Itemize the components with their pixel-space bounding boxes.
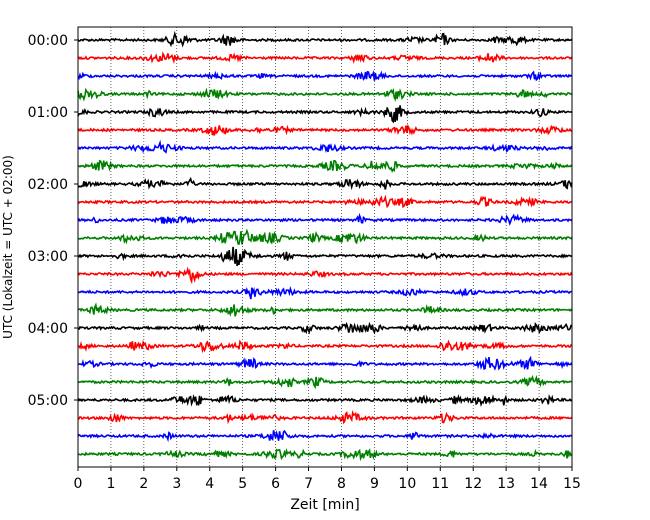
trace-line	[78, 409, 573, 425]
grid-lines	[110, 27, 540, 467]
trace-line	[77, 228, 573, 245]
x-tick-label: 2	[139, 476, 148, 492]
trace-line	[77, 159, 573, 173]
trace-line	[77, 429, 573, 443]
x-tick-label: 8	[337, 476, 346, 492]
y-tick-label: 03:00	[28, 249, 68, 265]
trace-line	[77, 448, 573, 462]
trace-line	[77, 266, 573, 285]
trace-line	[78, 339, 573, 354]
trace-line	[77, 105, 573, 124]
x-tick-label: 6	[271, 476, 280, 492]
x-axis-label: Zeit [min]	[290, 497, 359, 513]
trace-line	[77, 374, 573, 390]
y-tick-label: 00:00	[28, 33, 68, 49]
y-axis-label: UTC (Lokalzeit = UTC + 02:00)	[1, 155, 15, 339]
trace-group	[77, 30, 573, 462]
trace-line	[78, 302, 573, 317]
x-tick-label: 10	[398, 476, 416, 492]
x-tick-label: 14	[530, 476, 548, 492]
x-tick-label: 13	[497, 476, 515, 492]
trace-line	[77, 246, 573, 267]
trace-line	[77, 285, 573, 300]
y-tick-label: 04:00	[28, 321, 68, 337]
x-tick-label: 0	[74, 476, 83, 492]
trace-line	[77, 212, 573, 227]
trace-line	[77, 139, 573, 154]
x-tick-label: 12	[464, 476, 482, 492]
x-tick-label: 7	[304, 476, 313, 492]
trace-line	[77, 394, 573, 407]
trace-line	[77, 87, 573, 102]
trace-line	[77, 30, 573, 48]
trace-line	[77, 176, 573, 191]
y-tick-label: 05:00	[28, 393, 68, 409]
plot-frame	[77, 26, 573, 468]
trace-line	[77, 194, 573, 209]
y-tick-label: 02:00	[28, 177, 68, 193]
trace-line	[77, 321, 573, 335]
trace-line	[77, 355, 573, 371]
x-tick-label: 3	[172, 476, 181, 492]
y-tick-label: 01:00	[28, 105, 68, 121]
x-tick-label: 5	[238, 476, 247, 492]
x-tick-label: 1	[106, 476, 115, 492]
trace-line	[77, 70, 573, 82]
x-axis: 0 1 2 3 4 5 6 7 8 9 10 11 12 13 14 15	[74, 467, 581, 492]
x-tick-label: 4	[205, 476, 214, 492]
trace-line	[77, 123, 572, 136]
x-tick-label: 15	[563, 476, 581, 492]
trace-line	[77, 51, 573, 65]
x-tick-label: 11	[431, 476, 449, 492]
x-tick-label: 9	[370, 476, 379, 492]
y-axis: 00:00 01:00 02:00 03:00 04:00 05:00	[28, 33, 78, 409]
